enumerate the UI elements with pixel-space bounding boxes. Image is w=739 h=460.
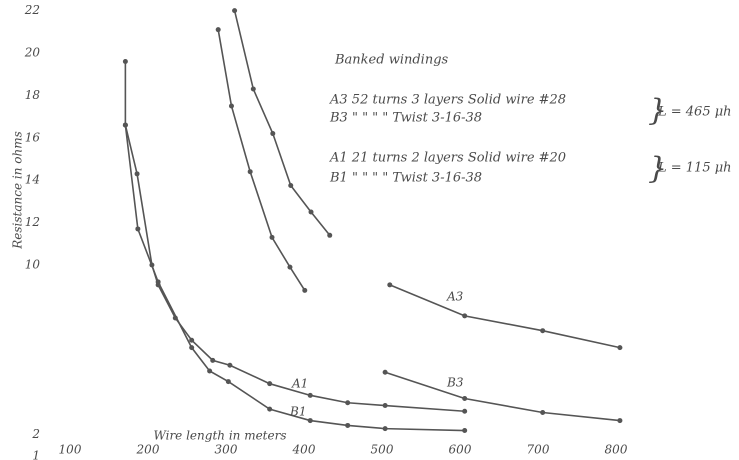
brace: } <box>648 151 667 186</box>
y-tick-label: 2 <box>31 427 40 441</box>
point <box>270 131 276 137</box>
annotation: L = 115 μh <box>657 161 732 176</box>
point <box>134 171 140 177</box>
point <box>215 27 221 33</box>
series-label: B1 <box>289 405 306 419</box>
point <box>382 426 388 432</box>
x-tick-label: 700 <box>527 443 550 457</box>
y-tick-label: 18 <box>25 88 41 102</box>
annotation: A1 21 turns 2 layers Solid wire #20 <box>329 151 566 166</box>
y-axis-label: Resistance in ohms <box>11 131 25 250</box>
point <box>307 392 313 398</box>
point <box>155 279 161 285</box>
x-tick-label: 800 <box>605 443 628 457</box>
y-tick-label: 10 <box>25 257 41 271</box>
point <box>540 328 546 334</box>
series-label: B3 <box>446 376 464 390</box>
point <box>122 122 128 128</box>
series-label: A1 <box>291 377 308 391</box>
series-line <box>217 29 620 422</box>
point <box>207 368 213 374</box>
point <box>135 226 141 232</box>
series-label: A3 <box>446 290 464 304</box>
annotation: Banked windings <box>334 53 449 68</box>
point <box>308 209 314 215</box>
point <box>122 58 128 64</box>
annotation: A3 52 turns 3 layers Solid wire #28 <box>329 93 566 108</box>
x-tick-label: 300 <box>215 443 238 457</box>
point <box>189 345 195 351</box>
x-axis-label: Wire length in meters <box>153 429 286 443</box>
y-tick-label: 20 <box>24 45 41 59</box>
y-tick-label: 22 <box>24 3 40 17</box>
point <box>387 282 393 288</box>
y-tick-label: 1 <box>32 448 40 460</box>
point <box>462 408 468 414</box>
y-tick-label: 16 <box>25 130 41 144</box>
point <box>227 362 233 368</box>
point <box>462 396 468 402</box>
y-tick-label: 12 <box>25 215 40 229</box>
point <box>345 422 351 428</box>
x-tick-label: 200 <box>136 443 160 457</box>
x-tick-label: 100 <box>59 443 82 457</box>
point <box>189 337 195 343</box>
point <box>462 313 468 319</box>
point <box>269 234 275 240</box>
x-tick-label: 600 <box>449 443 472 457</box>
series-line <box>233 10 621 349</box>
point <box>228 103 234 109</box>
point <box>267 381 273 387</box>
point <box>617 345 623 351</box>
point <box>247 169 253 175</box>
point <box>327 232 333 238</box>
point <box>250 86 256 92</box>
point <box>287 264 293 270</box>
point <box>617 418 623 424</box>
point <box>267 406 273 412</box>
point <box>307 418 313 424</box>
point <box>540 410 546 416</box>
x-tick-label: 400 <box>292 443 316 457</box>
point <box>462 428 468 434</box>
point <box>345 400 351 406</box>
annotation: B3 " " " " Twist 3-16-38 <box>329 111 482 126</box>
point <box>288 182 294 188</box>
point <box>232 8 238 14</box>
point <box>382 403 388 409</box>
y-tick-label: 14 <box>25 173 40 187</box>
point <box>225 379 231 385</box>
point <box>382 369 388 375</box>
x-tick-label: 500 <box>371 443 394 457</box>
point <box>210 357 216 363</box>
annotation: B1 " " " " Twist 3-16-38 <box>329 171 482 186</box>
brace: } <box>648 93 667 128</box>
annotation: L = 465 μh <box>657 105 732 120</box>
point <box>302 287 308 293</box>
series-line <box>124 61 465 413</box>
